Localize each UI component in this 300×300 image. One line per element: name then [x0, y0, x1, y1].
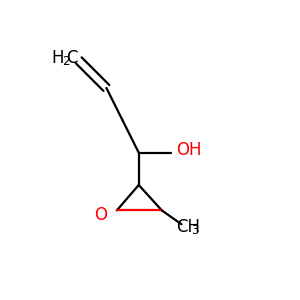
Text: O: O	[94, 206, 108, 224]
Text: 3: 3	[191, 224, 198, 237]
Text: C: C	[66, 49, 78, 67]
Text: 2: 2	[62, 55, 70, 68]
Text: OH: OH	[176, 141, 202, 159]
Text: CH: CH	[176, 218, 200, 236]
Text: H: H	[51, 49, 64, 67]
